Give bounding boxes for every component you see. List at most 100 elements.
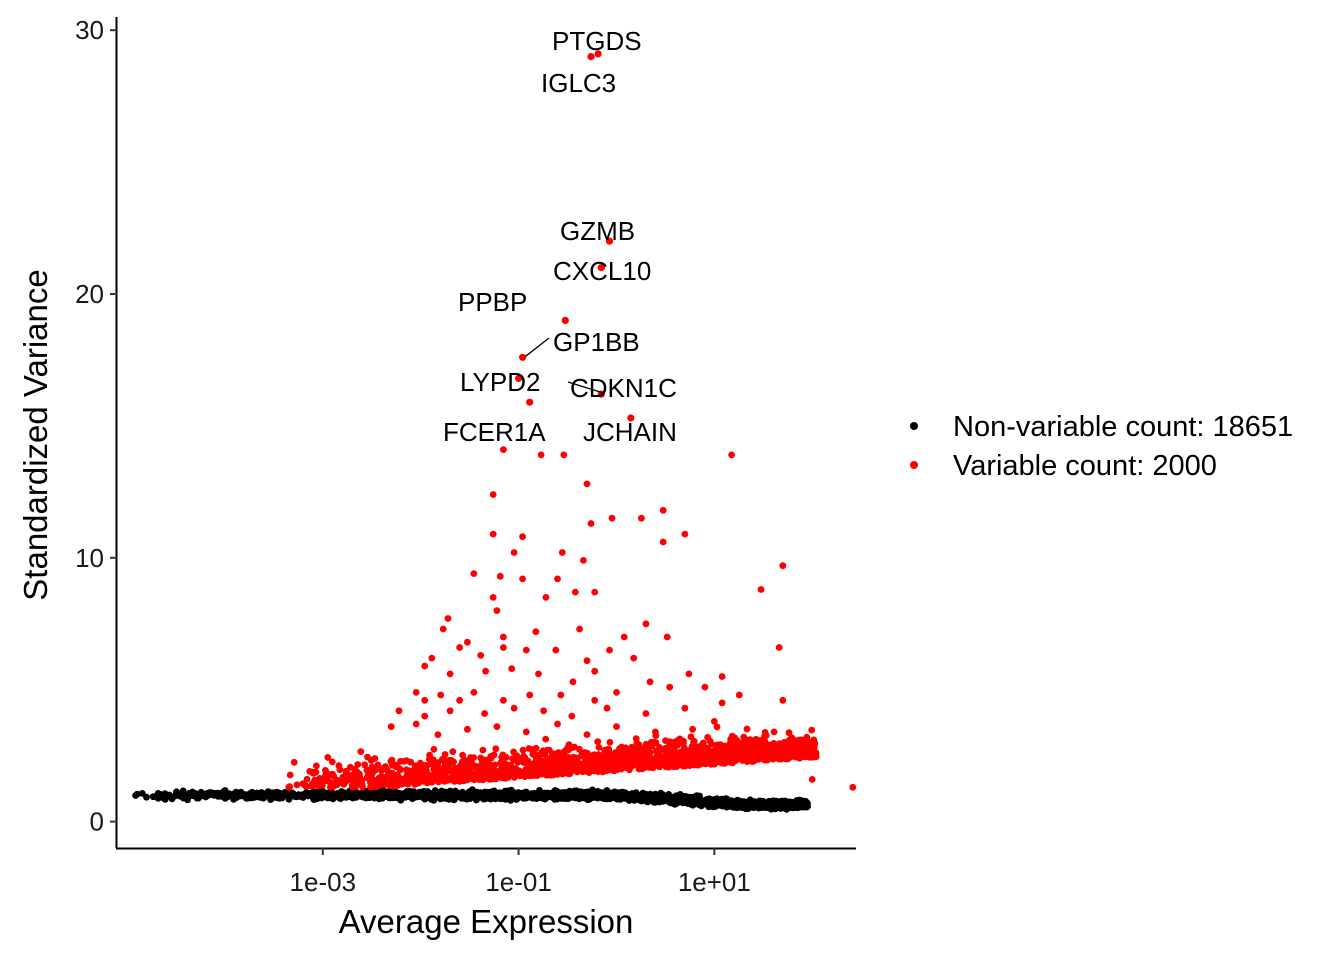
variable-point xyxy=(674,754,682,761)
variable-point xyxy=(642,710,650,717)
y-tick-label: 0 xyxy=(90,807,104,837)
variable-point xyxy=(400,758,408,765)
non-variable-point xyxy=(316,790,323,798)
non-variable-point xyxy=(207,789,215,796)
variable-point xyxy=(549,771,557,779)
variable-point xyxy=(605,745,612,753)
gene-label: LYPD2 xyxy=(460,367,540,397)
variable-point xyxy=(601,764,609,772)
variable-point xyxy=(540,707,547,715)
variable-point xyxy=(613,723,620,730)
variable-point xyxy=(592,766,600,774)
variable-point xyxy=(538,749,546,756)
variable-point xyxy=(701,683,709,691)
variable-point xyxy=(477,767,485,775)
variable-point xyxy=(361,761,369,769)
variable-point xyxy=(524,760,532,767)
variable-point xyxy=(720,750,728,757)
variable-point xyxy=(499,751,507,759)
non-variable-point xyxy=(532,792,540,800)
non-variable-point xyxy=(490,791,498,799)
variable-point xyxy=(556,765,564,773)
variable-point xyxy=(742,739,750,747)
variable-point xyxy=(500,446,507,453)
variable-point xyxy=(766,748,773,756)
variable-point xyxy=(569,678,577,686)
variable-point xyxy=(303,775,311,783)
x-axis-ticks: 1e-03 1e-01 1e+01 xyxy=(290,848,751,897)
x-axis-title: Average Expression xyxy=(339,903,634,940)
non-variable-point xyxy=(583,792,590,800)
variable-point xyxy=(494,770,502,778)
non-variable-point xyxy=(437,790,444,798)
variable-point xyxy=(334,780,341,788)
legend-key-non-variable xyxy=(910,422,918,430)
variable-point xyxy=(699,741,706,748)
labeled-gene-point xyxy=(627,414,635,422)
variable-point xyxy=(689,725,696,733)
non-variable-point xyxy=(453,793,461,801)
variable-point xyxy=(482,769,490,777)
variable-point xyxy=(439,625,447,633)
variable-point xyxy=(568,763,576,770)
variable-point xyxy=(412,720,420,728)
variable-point xyxy=(591,667,599,675)
variable-point xyxy=(672,749,680,756)
variable-point xyxy=(652,728,659,736)
variable-point xyxy=(330,772,338,780)
variable-point xyxy=(568,712,576,720)
variable-point xyxy=(430,746,438,753)
variable-point xyxy=(446,775,454,782)
non-variable-point xyxy=(614,789,622,797)
x-tick-label: 1e+01 xyxy=(678,867,751,897)
variable-point xyxy=(748,746,756,753)
variable-point xyxy=(386,781,394,789)
variable-point xyxy=(580,557,587,564)
variable-point xyxy=(397,775,404,783)
non-variable-point xyxy=(132,792,140,799)
variable-point xyxy=(513,752,520,759)
variable-point xyxy=(489,530,497,538)
gene-label: GP1BB xyxy=(553,327,640,357)
variable-point xyxy=(477,652,485,659)
variable-point xyxy=(445,759,453,767)
variable-point xyxy=(506,765,514,773)
variable-point xyxy=(378,767,385,774)
variable-point xyxy=(642,620,650,628)
variable-point xyxy=(703,751,711,758)
variable-point xyxy=(510,549,518,556)
legend: Non-variable count: 18651 Variable count… xyxy=(910,411,1293,482)
variable-point xyxy=(583,657,591,665)
variable-point xyxy=(638,765,646,773)
variable-point xyxy=(535,670,542,678)
gene-label: GZMB xyxy=(560,216,635,246)
variable-point xyxy=(426,751,433,759)
variable-point xyxy=(493,607,501,614)
variable-point xyxy=(684,748,691,755)
variable-point xyxy=(743,725,751,733)
variable-point xyxy=(322,771,329,779)
variable-point xyxy=(774,741,781,749)
variable-point xyxy=(532,744,540,752)
non-variable-points xyxy=(132,786,811,813)
non-variable-point xyxy=(260,791,268,799)
variable-point xyxy=(718,699,726,707)
legend-label-variable: Variable count: 2000 xyxy=(953,450,1217,482)
non-variable-point xyxy=(785,802,792,809)
variable-point xyxy=(642,745,650,753)
variable-point xyxy=(707,755,715,763)
variable-point xyxy=(364,770,372,778)
variable-point xyxy=(500,633,507,641)
variable-point xyxy=(728,451,735,459)
variable-point xyxy=(594,738,602,746)
labeled-gene-point xyxy=(561,316,569,324)
non-variable-point xyxy=(502,790,510,798)
non-variable-point xyxy=(652,793,660,800)
variable-point xyxy=(446,707,454,715)
non-variable-point xyxy=(771,801,779,808)
variable-point xyxy=(617,763,624,771)
variable-point xyxy=(354,761,362,768)
labeled-gene-point xyxy=(597,264,605,272)
variable-point xyxy=(470,570,478,577)
